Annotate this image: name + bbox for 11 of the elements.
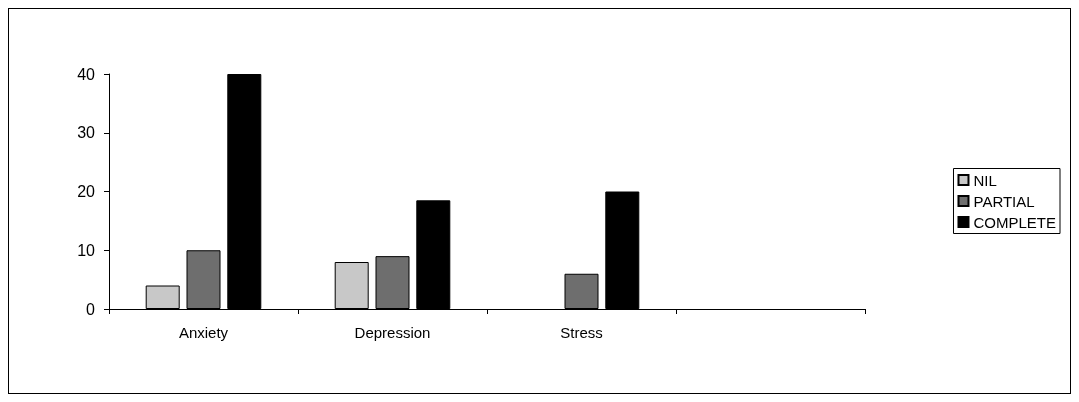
y-tick-label: 20 [77,183,96,200]
x-tick-label: Stress [560,324,603,341]
legend-label: NIL [973,171,997,189]
legend-label: PARTIAL [973,192,1035,210]
x-tick-label: Depression [354,324,431,341]
legend-label: COMPLETE [973,213,1056,231]
y-tick-label: 40 [77,65,96,83]
y-tick-label: 30 [77,124,96,142]
y-tick-label: 10 [77,241,96,259]
y-tick-label: 0 [86,300,96,318]
x-tick-label: Anxiety [178,324,229,341]
